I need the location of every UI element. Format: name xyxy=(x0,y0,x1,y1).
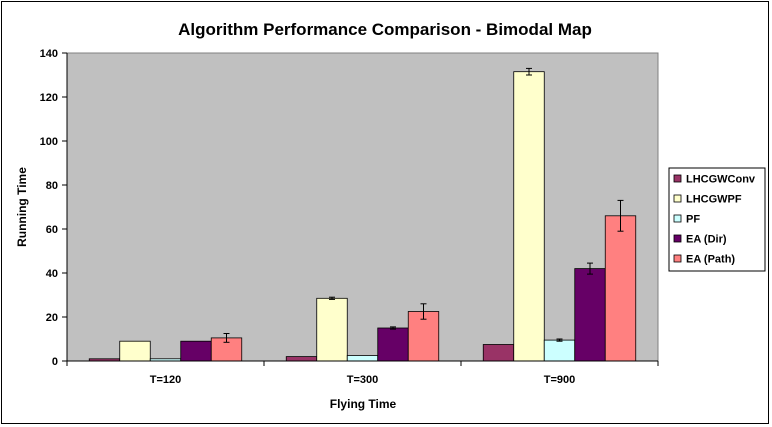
y-tick-label: 80 xyxy=(46,180,58,192)
y-tick-label: 0 xyxy=(52,356,58,368)
legend-swatch xyxy=(673,214,682,223)
bar xyxy=(285,356,318,362)
y-tick-label: 20 xyxy=(46,312,58,324)
bar xyxy=(407,311,440,362)
legend-swatch xyxy=(673,254,682,263)
bar xyxy=(482,344,515,362)
legend-label: LHCGWPF xyxy=(686,194,742,206)
plot-area xyxy=(66,52,659,362)
legend: LHCGWConv LHCGWPF PF EA (Dir) EA (Path) xyxy=(668,167,766,272)
bar xyxy=(574,268,606,362)
y-axis-label: Running Time xyxy=(15,167,29,247)
legend-swatch xyxy=(673,194,682,203)
legend-box xyxy=(668,167,766,272)
x-tick-label: T=900 xyxy=(544,374,576,386)
legend-label: PF xyxy=(686,214,700,226)
bar xyxy=(346,355,379,362)
x-axis-label: Flying Time xyxy=(330,397,397,411)
bar xyxy=(377,327,409,362)
bar xyxy=(316,297,348,362)
bar xyxy=(180,340,212,362)
legend-swatch xyxy=(673,234,682,243)
bars-group xyxy=(88,67,637,362)
x-axis: T=120 T=300 T=900 xyxy=(66,360,659,386)
y-tick-label: 120 xyxy=(40,92,58,104)
y-tick-label: 60 xyxy=(46,224,58,236)
x-tick-label: T=120 xyxy=(150,374,182,386)
y-tick-label: 140 xyxy=(40,48,58,60)
bar xyxy=(543,339,576,362)
y-axis: 0 20 40 60 80 100 120 140 xyxy=(40,48,68,368)
legend-swatch xyxy=(673,174,682,183)
legend-label: EA (Dir) xyxy=(686,234,727,246)
x-tick-label: T=300 xyxy=(347,374,379,386)
y-tick-label: 100 xyxy=(40,136,58,148)
legend-label: EA (Path) xyxy=(686,254,735,266)
y-tick-label: 40 xyxy=(46,268,58,280)
bar xyxy=(513,71,545,362)
bar xyxy=(604,215,637,362)
chart-title: Algorithm Performance Comparison - Bimod… xyxy=(178,20,592,39)
legend-label: LHCGWConv xyxy=(686,174,756,186)
bar xyxy=(119,340,151,362)
